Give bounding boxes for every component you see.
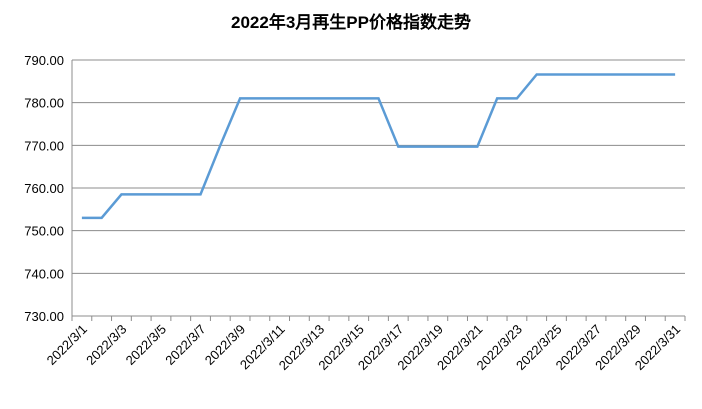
y-tick-label: 790.00 — [24, 53, 64, 68]
y-tick-label: 760.00 — [24, 181, 64, 196]
line-series — [81, 73, 676, 220]
y-tick-label: 780.00 — [24, 96, 64, 111]
y-tick-label: 770.00 — [24, 138, 64, 153]
y-tick-label: 730.00 — [24, 309, 64, 324]
chart-title: 2022年3月再生PP价格指数走势 — [231, 12, 471, 32]
y-tick-label: 750.00 — [24, 224, 64, 239]
y-tick-label: 740.00 — [24, 266, 64, 281]
